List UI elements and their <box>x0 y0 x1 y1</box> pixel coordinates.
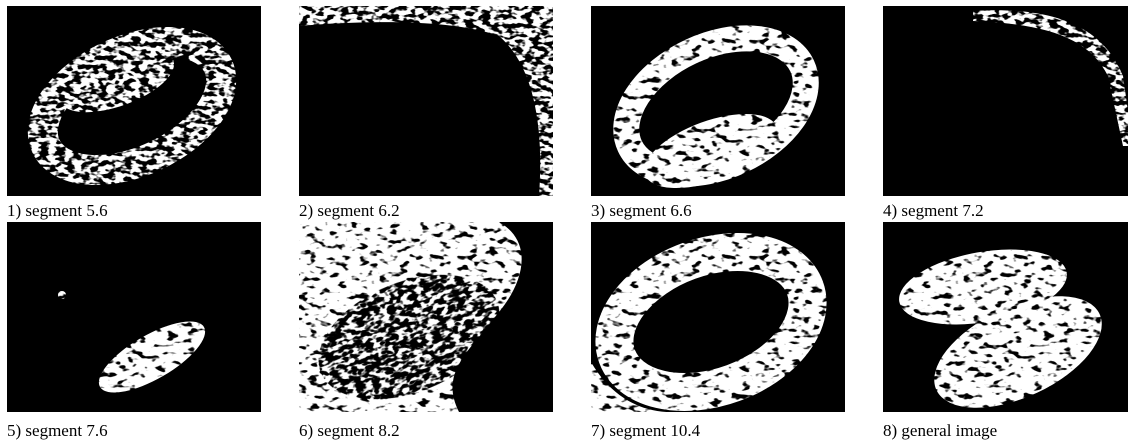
caption: 7) segment 10.4 <box>591 421 701 440</box>
panel <box>299 222 553 424</box>
panel <box>883 222 1128 431</box>
panel <box>883 6 1128 196</box>
caption: 6) segment 8.2 <box>299 421 400 440</box>
panel <box>299 6 553 196</box>
caption: 1) segment 5.6 <box>7 201 108 220</box>
panel <box>7 222 261 412</box>
image-background <box>883 6 1128 196</box>
caption: 3) segment 6.6 <box>591 201 692 220</box>
caption: 5) segment 7.6 <box>7 421 108 440</box>
panel <box>7 6 261 196</box>
caption: 2) segment 6.2 <box>299 201 400 220</box>
caption: 8) general image <box>883 421 997 440</box>
caption: 4) segment 7.2 <box>883 201 984 220</box>
panel <box>591 6 845 203</box>
panel <box>591 222 845 417</box>
figure: 1) segment 5.6 2) segment 6.2 3) segment… <box>0 0 1128 441</box>
